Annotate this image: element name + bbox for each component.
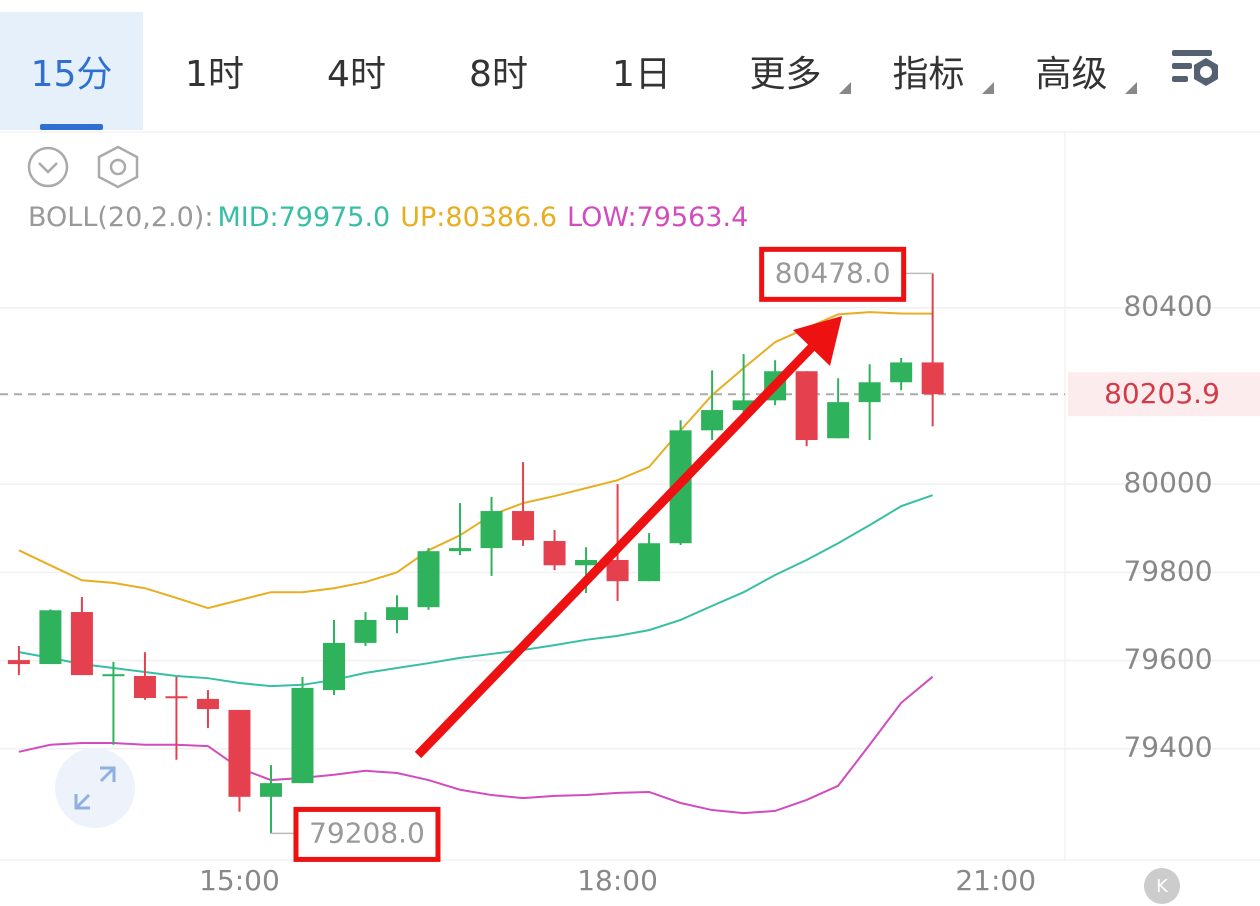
candle-body [701, 410, 724, 431]
tab[interactable]: 指标 [857, 12, 1000, 130]
tab-label: 4时 [327, 54, 386, 95]
candle-body [575, 559, 598, 566]
tab-label: 指标 [892, 54, 965, 95]
annotation-label: 80478.0 [775, 256, 891, 289]
annotation-label: 79208.0 [309, 816, 425, 849]
candle-body [386, 607, 409, 620]
tab[interactable]: 8时 [427, 12, 570, 130]
expand-button[interactable] [55, 748, 135, 828]
candle-body [228, 709, 251, 797]
candle-body [795, 371, 818, 441]
y-tick-label: 80000 [1123, 466, 1212, 499]
dropdown-arrow [839, 82, 851, 94]
candle-body [133, 675, 156, 699]
candle-body [480, 511, 503, 549]
candle-body [606, 559, 629, 582]
collapse-icon[interactable] [27, 146, 69, 188]
tab-label: 1日 [612, 54, 671, 95]
tab-label: 15分 [30, 54, 113, 95]
candle-body [165, 696, 188, 699]
tab-label: 更多 [749, 54, 822, 95]
indicator-value: LOW:79563.4 [567, 202, 748, 233]
indicator-value: MID:79975.0 [217, 202, 390, 233]
tab-label: 8时 [469, 54, 528, 95]
tab-label: 1时 [185, 54, 244, 95]
y-tick-label: 79600 [1123, 643, 1212, 676]
candle-body [638, 543, 661, 582]
candle-body [291, 687, 314, 784]
tab[interactable]: 15分 [0, 12, 143, 130]
candle-body [512, 511, 535, 541]
tab[interactable]: 1日 [570, 12, 713, 130]
candle-body [354, 619, 377, 643]
tab-label: 高级 [1035, 54, 1108, 95]
candle-body [543, 541, 566, 566]
tab[interactable]: 1时 [143, 12, 286, 130]
tab[interactable]: 4时 [285, 12, 428, 130]
candle-body [417, 551, 440, 608]
dropdown-arrow [982, 82, 994, 94]
candle-body [449, 548, 472, 552]
candle-body [827, 402, 850, 439]
candle-body [196, 698, 219, 710]
settings-icon[interactable] [1172, 50, 1218, 86]
tab[interactable]: 高级 [1000, 12, 1143, 130]
candle-body [921, 362, 944, 395]
y-tick-label: 80400 [1123, 290, 1212, 323]
candle-body [7, 660, 30, 665]
indicator-name: BOLL(20,2.0): [28, 202, 213, 233]
plot-area [0, 273, 1260, 834]
timeframe-tabs: 15分 1时 4时 8时 1日 更多 指标 高级 [0, 0, 1260, 130]
bollinger-band [18, 311, 933, 610]
x-tick-label: 18:00 [577, 864, 658, 897]
x-tick-label: 21:00 [955, 864, 1036, 897]
candle-body [39, 610, 62, 665]
indicator-settings-icon[interactable] [97, 145, 139, 189]
trend-arrow [414, 316, 842, 759]
candle-body [322, 642, 345, 691]
annotation-box [293, 806, 441, 862]
x-tick-label: 15:00 [199, 864, 280, 897]
candle-body [102, 674, 125, 677]
indicator-settings-dot [109, 158, 127, 176]
annotation-box [759, 246, 907, 302]
candle-body [858, 382, 881, 403]
candle-body [259, 783, 282, 797]
y-tick-label: 79800 [1123, 554, 1212, 587]
dropdown-arrow [1125, 82, 1137, 94]
bollinger-band [18, 675, 934, 815]
indicator-legend: BOLL(20,2.0): MID:79975.0 UP:80386.6 LOW:79… [28, 202, 748, 233]
expand-icon [74, 766, 116, 810]
collapse-chevron [38, 162, 58, 174]
scroll-latest-button[interactable] [1144, 868, 1180, 904]
tab[interactable]: 更多 [714, 12, 857, 130]
scroll-latest-icon: K [1156, 876, 1169, 897]
candle-body [732, 400, 755, 411]
candle-body [890, 362, 913, 383]
indicator-value: UP:80386.6 [400, 202, 557, 233]
tab-indicator [40, 124, 103, 130]
candle-body [70, 612, 93, 676]
bollinger-band [18, 494, 933, 688]
y-tick-label: 79400 [1123, 731, 1212, 764]
current-price-label: 80203.9 [1104, 377, 1220, 410]
current-price-badge [1068, 372, 1260, 417]
